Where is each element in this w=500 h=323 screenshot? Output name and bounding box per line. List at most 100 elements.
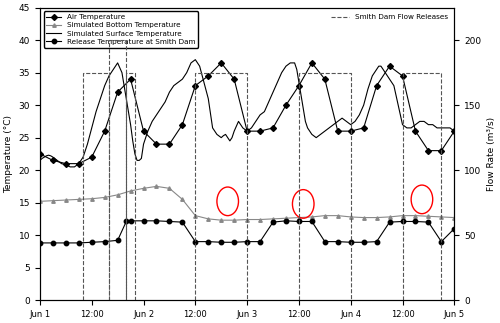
- Release Temperature at Smith Dam: [124, 220, 130, 224]
- Air Temperature: [360, 126, 366, 130]
- Release Temperature at Smith Dam: [140, 219, 146, 223]
- Simulated Bottom Temperature: [154, 184, 160, 188]
- Release Temperature at Smith Dam: [180, 220, 186, 224]
- Simulated Bottom Temperature: [257, 218, 263, 222]
- Air Temperature: [231, 77, 237, 81]
- Release Temperature at Smith Dam: [166, 220, 172, 224]
- Release Temperature at Smith Dam: [438, 240, 444, 244]
- Simulated Bottom Temperature: [322, 214, 328, 218]
- Simulated Surface Temperature: [452, 129, 458, 133]
- Air Temperature: [270, 126, 276, 130]
- Simulated Surface Temperature: [192, 58, 198, 62]
- Air Temperature: [128, 77, 134, 81]
- Simulated Bottom Temperature: [114, 193, 120, 197]
- Release Temperature at Smith Dam: [218, 240, 224, 244]
- Release Temperature at Smith Dam: [283, 219, 289, 223]
- Air Temperature: [166, 142, 172, 146]
- Simulated Bottom Temperature: [50, 199, 56, 203]
- Simulated Bottom Temperature: [244, 218, 250, 222]
- Y-axis label: Temperature (°C): Temperature (°C): [4, 115, 13, 193]
- Y-axis label: Flow Rate (m³/s): Flow Rate (m³/s): [487, 117, 496, 191]
- Release Temperature at Smith Dam: [360, 240, 366, 244]
- Simulated Surface Temperature: [184, 71, 190, 75]
- Simulated Bottom Temperature: [283, 216, 289, 220]
- Simulated Bottom Temperature: [270, 217, 276, 221]
- Release Temperature at Smith Dam: [63, 241, 69, 245]
- Air Temperature: [257, 129, 263, 133]
- Simulated Bottom Temperature: [76, 197, 82, 201]
- Release Temperature at Smith Dam: [386, 220, 392, 224]
- Air Temperature: [76, 162, 82, 166]
- Air Temperature: [63, 162, 69, 166]
- Air Temperature: [335, 129, 341, 133]
- Release Temperature at Smith Dam: [88, 240, 94, 244]
- Simulated Surface Temperature: [365, 87, 371, 91]
- Air Temperature: [309, 61, 315, 65]
- Air Temperature: [386, 64, 392, 68]
- Release Temperature at Smith Dam: [270, 220, 276, 224]
- Air Temperature: [296, 84, 302, 88]
- Release Temperature at Smith Dam: [257, 240, 263, 244]
- Air Temperature: [400, 74, 406, 78]
- Simulated Surface Temperature: [37, 159, 43, 162]
- Air Temperature: [374, 84, 380, 88]
- Air Temperature: [140, 129, 146, 133]
- Line: Simulated Surface Temperature: Simulated Surface Temperature: [40, 60, 455, 167]
- Release Temperature at Smith Dam: [192, 240, 198, 244]
- Simulated Bottom Temperature: [412, 214, 418, 218]
- Simulated Bottom Temperature: [140, 186, 146, 190]
- Release Temperature at Smith Dam: [348, 240, 354, 244]
- Release Temperature at Smith Dam: [426, 220, 432, 224]
- Line: Air Temperature: Air Temperature: [38, 61, 457, 166]
- Simulated Bottom Temperature: [426, 214, 432, 218]
- Air Temperature: [244, 129, 250, 133]
- Air Temperature: [88, 155, 94, 159]
- Simulated Bottom Temperature: [37, 199, 43, 203]
- Simulated Bottom Temperature: [438, 215, 444, 219]
- Simulated Bottom Temperature: [192, 214, 198, 218]
- Release Temperature at Smith Dam: [37, 241, 43, 245]
- Simulated Surface Temperature: [339, 116, 345, 120]
- Simulated Surface Temperature: [442, 126, 448, 130]
- Simulated Bottom Temperature: [63, 198, 69, 202]
- Release Temperature at Smith Dam: [114, 238, 120, 242]
- Simulated Bottom Temperature: [102, 195, 107, 199]
- Simulated Surface Temperature: [274, 80, 280, 84]
- Simulated Bottom Temperature: [374, 216, 380, 220]
- Release Temperature at Smith Dam: [309, 220, 315, 224]
- Simulated Bottom Temperature: [296, 216, 302, 220]
- Air Temperature: [114, 90, 120, 94]
- Air Temperature: [192, 84, 198, 88]
- Release Temperature at Smith Dam: [400, 220, 406, 224]
- Release Temperature at Smith Dam: [452, 227, 458, 231]
- Air Temperature: [438, 149, 444, 152]
- Simulated Bottom Temperature: [231, 218, 237, 222]
- Release Temperature at Smith Dam: [76, 241, 82, 245]
- Air Temperature: [102, 129, 107, 133]
- Simulated Bottom Temperature: [128, 189, 134, 193]
- Release Temperature at Smith Dam: [244, 240, 250, 244]
- Air Temperature: [154, 142, 160, 146]
- Release Temperature at Smith Dam: [412, 220, 418, 224]
- Release Temperature at Smith Dam: [374, 240, 380, 244]
- Air Temperature: [412, 129, 418, 133]
- Air Temperature: [218, 61, 224, 65]
- Release Temperature at Smith Dam: [50, 241, 56, 245]
- Simulated Surface Temperature: [318, 132, 324, 136]
- Air Temperature: [50, 159, 56, 162]
- Simulated Bottom Temperature: [386, 215, 392, 219]
- Air Temperature: [37, 152, 43, 156]
- Air Temperature: [283, 103, 289, 107]
- Simulated Bottom Temperature: [88, 197, 94, 201]
- Line: Simulated Bottom Temperature: Simulated Bottom Temperature: [38, 185, 456, 222]
- Release Temperature at Smith Dam: [231, 240, 237, 244]
- Legend: Smith Dam Flow Releases: Smith Dam Flow Releases: [328, 11, 450, 23]
- Release Temperature at Smith Dam: [154, 219, 160, 223]
- Release Temperature at Smith Dam: [128, 219, 134, 223]
- Air Temperature: [206, 74, 212, 78]
- Simulated Surface Temperature: [67, 165, 73, 169]
- Line: Release Temperature at Smith Dam: Release Temperature at Smith Dam: [38, 219, 457, 245]
- Release Temperature at Smith Dam: [102, 240, 107, 244]
- Simulated Bottom Temperature: [166, 186, 172, 190]
- Simulated Bottom Temperature: [309, 215, 315, 219]
